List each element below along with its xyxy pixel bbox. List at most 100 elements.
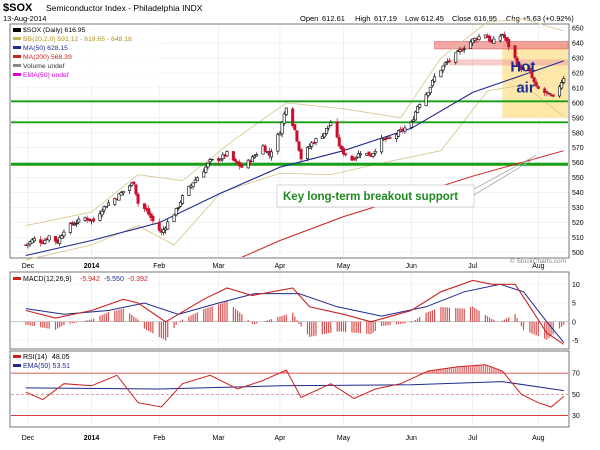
candle-body — [358, 153, 362, 156]
candle-body — [327, 125, 331, 129]
high-label: High — [355, 14, 370, 23]
candle-body — [233, 159, 237, 162]
chg-label: Chg — [506, 14, 520, 23]
candle-body — [295, 130, 299, 142]
symbol-label: $SOX — [3, 2, 33, 14]
legend-price: $SOX (Daily) 616.95 — [23, 27, 86, 34]
candle-body — [208, 159, 212, 163]
x-tick-label-lower: 2014 — [84, 435, 100, 442]
price-y-tick: 570 — [572, 145, 584, 152]
candle-body — [418, 104, 422, 108]
x-tick-label-upper: Jun — [406, 263, 417, 270]
x-tick-label-lower: Jun — [406, 435, 417, 442]
candle-body — [314, 138, 318, 143]
candle-body — [352, 158, 356, 161]
candle-body — [195, 177, 199, 182]
candle-body — [409, 121, 413, 128]
candle-body — [513, 45, 517, 59]
candle-body — [507, 39, 511, 48]
candle-body — [43, 240, 47, 244]
breakout-arrow-1 — [473, 154, 537, 190]
candle-body — [498, 35, 502, 41]
candle-body — [128, 185, 132, 191]
price-y-tick: 590 — [572, 115, 584, 122]
x-tick-label-upper: Jul — [468, 263, 477, 270]
open-value: 612.61 — [322, 14, 345, 23]
candle-body — [284, 107, 288, 115]
candle-body — [269, 151, 273, 158]
candle-body — [439, 70, 443, 78]
rsi-legend-name: RSI(14) — [23, 354, 47, 361]
price-y-tick: 560 — [572, 160, 584, 167]
candle-body — [532, 77, 536, 83]
candle-body — [221, 154, 225, 160]
candle-body — [291, 108, 295, 127]
candle-body — [530, 71, 534, 78]
candle-body — [354, 156, 358, 160]
rsi-panel: 30 50 70 — [11, 352, 580, 426]
breakout-arrow-2 — [473, 158, 534, 196]
x-tick-label-upper: Feb — [153, 263, 165, 270]
candle-body — [471, 38, 475, 44]
legend-swatch-ma200 — [13, 55, 21, 58]
price-y-tick: 500 — [572, 250, 584, 257]
legend-swatch-price — [13, 28, 21, 32]
candle-body — [206, 162, 210, 168]
candle-body — [454, 52, 458, 63]
macd-legend-value-2: -5.550 — [104, 276, 124, 283]
x-tick-label-lower: Feb — [153, 435, 165, 442]
candle-body — [255, 154, 259, 157]
hot-air-label-2: air — [516, 79, 535, 96]
x-tick-label-upper: May — [337, 263, 351, 270]
candle-body — [394, 134, 398, 140]
chg-value: +5.63 (+0.92%) — [522, 14, 574, 23]
macd-panel-frame — [9, 271, 570, 350]
candle-body — [58, 237, 62, 244]
candle-body — [147, 208, 151, 215]
candle-body — [193, 179, 197, 184]
candle-body — [350, 155, 354, 161]
candle-body — [26, 243, 30, 246]
x-tick-label-upper: Mar — [213, 263, 226, 270]
rsi-legend: RSI(14) 48.05 EMA(50) 53.51 — [13, 354, 70, 370]
candle-body — [551, 94, 555, 97]
candle-body — [329, 122, 333, 126]
candle-body — [253, 155, 257, 159]
macd-y-tick: 5 — [572, 301, 576, 308]
candle-body — [176, 207, 180, 209]
price-y-tick: 510 — [572, 235, 584, 242]
candle-body — [204, 166, 208, 173]
candle-body — [77, 218, 81, 223]
candle-body — [337, 137, 341, 147]
ma200-line — [241, 150, 564, 257]
legend-ma50: MA(50) 628.15 — [23, 45, 68, 52]
candle-body — [53, 235, 57, 242]
candle-body — [308, 146, 312, 149]
resistance-band — [434, 41, 569, 50]
macd-legend: MACD(12,26,9) -5.942 -5.550 -0.392 — [13, 276, 148, 283]
legend-ema50: EMA(50) undef — [23, 72, 69, 79]
candle-body — [371, 153, 375, 157]
candle-body — [166, 221, 170, 230]
candle-body — [492, 38, 496, 44]
candle-body — [174, 208, 178, 216]
candle-body — [62, 231, 66, 237]
macd-legend-swatch — [13, 277, 21, 280]
rsi-legend-value: 48.05 — [52, 354, 70, 361]
candle-body — [60, 235, 64, 239]
candle-body — [310, 142, 314, 147]
candle-body — [299, 149, 303, 160]
candle-body — [276, 134, 280, 152]
price-y-tick: 620 — [572, 70, 584, 77]
candle-body — [297, 141, 301, 151]
low-value: 612.45 — [421, 14, 444, 23]
candle-body — [335, 121, 339, 138]
candle-body — [68, 223, 72, 233]
macd-y-tick: 0 — [572, 319, 576, 326]
x-tick-label-upper: Dec — [22, 263, 35, 270]
candle-body — [441, 65, 445, 71]
x-tick-label-lower: May — [337, 435, 351, 442]
breakout-label: Key long-term breakout support — [283, 191, 458, 203]
price-y-tick: 650 — [572, 25, 584, 32]
